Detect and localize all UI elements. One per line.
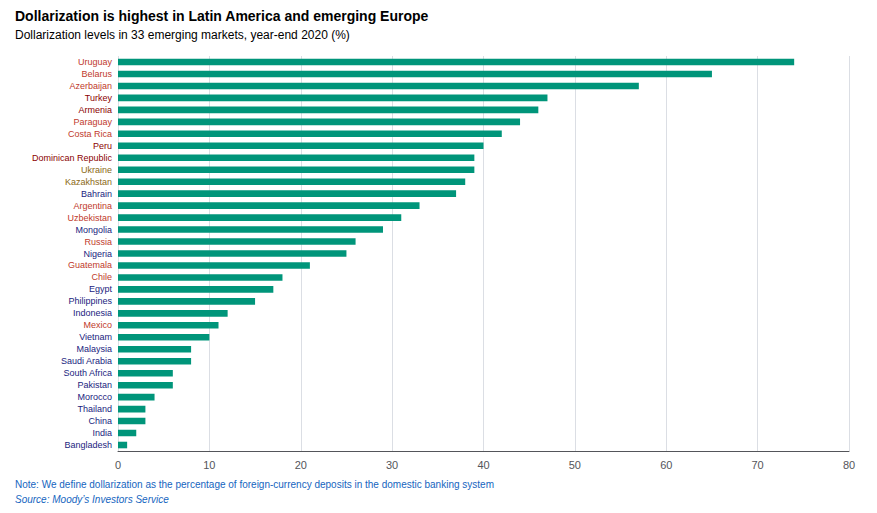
svg-text:Guatemala: Guatemala xyxy=(68,260,112,270)
svg-text:10: 10 xyxy=(203,459,215,471)
svg-text:Chile: Chile xyxy=(91,272,112,282)
svg-text:Costa Rica: Costa Rica xyxy=(68,129,112,139)
svg-text:Egypt: Egypt xyxy=(89,284,113,294)
svg-text:Dominican Republic: Dominican Republic xyxy=(32,153,113,163)
svg-text:Uzbekistan: Uzbekistan xyxy=(67,213,112,223)
svg-text:Armenia: Armenia xyxy=(78,105,112,115)
svg-text:Saudi Arabia: Saudi Arabia xyxy=(61,356,112,366)
svg-text:India: India xyxy=(92,428,112,438)
svg-text:60: 60 xyxy=(660,459,672,471)
svg-text:Bahrain: Bahrain xyxy=(81,189,112,199)
svg-text:Argentina: Argentina xyxy=(73,201,112,211)
svg-text:Pakistan: Pakistan xyxy=(77,380,112,390)
svg-text:China: China xyxy=(88,416,112,426)
svg-text:Ukraine: Ukraine xyxy=(81,165,112,175)
svg-text:Dollarization levels in 33 eme: Dollarization levels in 33 emerging mark… xyxy=(15,28,350,42)
svg-text:Uruguay: Uruguay xyxy=(78,57,113,67)
svg-text:Bangladesh: Bangladesh xyxy=(64,440,112,450)
svg-text:Dollarization is highest in La: Dollarization is highest in Latin Americ… xyxy=(15,8,429,24)
svg-text:Thailand: Thailand xyxy=(77,404,112,414)
svg-text:Azerbaijan: Azerbaijan xyxy=(69,81,112,91)
svg-text:Vietnam: Vietnam xyxy=(79,332,112,342)
svg-text:Belarus: Belarus xyxy=(81,69,112,79)
svg-text:70: 70 xyxy=(752,459,764,471)
svg-text:Nigeria: Nigeria xyxy=(83,249,112,259)
svg-text:Morocco: Morocco xyxy=(77,392,112,402)
svg-text:Mexico: Mexico xyxy=(83,320,112,330)
svg-text:Source: Moody’s Investors Serv: Source: Moody’s Investors Service xyxy=(15,494,169,505)
svg-text:20: 20 xyxy=(295,459,307,471)
svg-text:Peru: Peru xyxy=(93,141,112,151)
svg-text:30: 30 xyxy=(386,459,398,471)
svg-text:0: 0 xyxy=(115,459,121,471)
svg-text:50: 50 xyxy=(569,459,581,471)
svg-text:Note: We define dollarization: Note: We define dollarization as the per… xyxy=(15,479,494,490)
svg-text:Russia: Russia xyxy=(84,237,112,247)
svg-text:40: 40 xyxy=(477,459,489,471)
svg-text:Paraguay: Paraguay xyxy=(73,117,112,127)
svg-text:Philippines: Philippines xyxy=(68,296,112,306)
svg-text:Kazakhstan: Kazakhstan xyxy=(65,177,112,187)
svg-text:South Africa: South Africa xyxy=(63,368,112,378)
svg-text:80: 80 xyxy=(843,459,855,471)
svg-text:Indonesia: Indonesia xyxy=(73,308,112,318)
svg-text:Turkey: Turkey xyxy=(85,93,113,103)
svg-text:Malaysia: Malaysia xyxy=(76,344,112,354)
svg-text:Mongolia: Mongolia xyxy=(75,225,112,235)
